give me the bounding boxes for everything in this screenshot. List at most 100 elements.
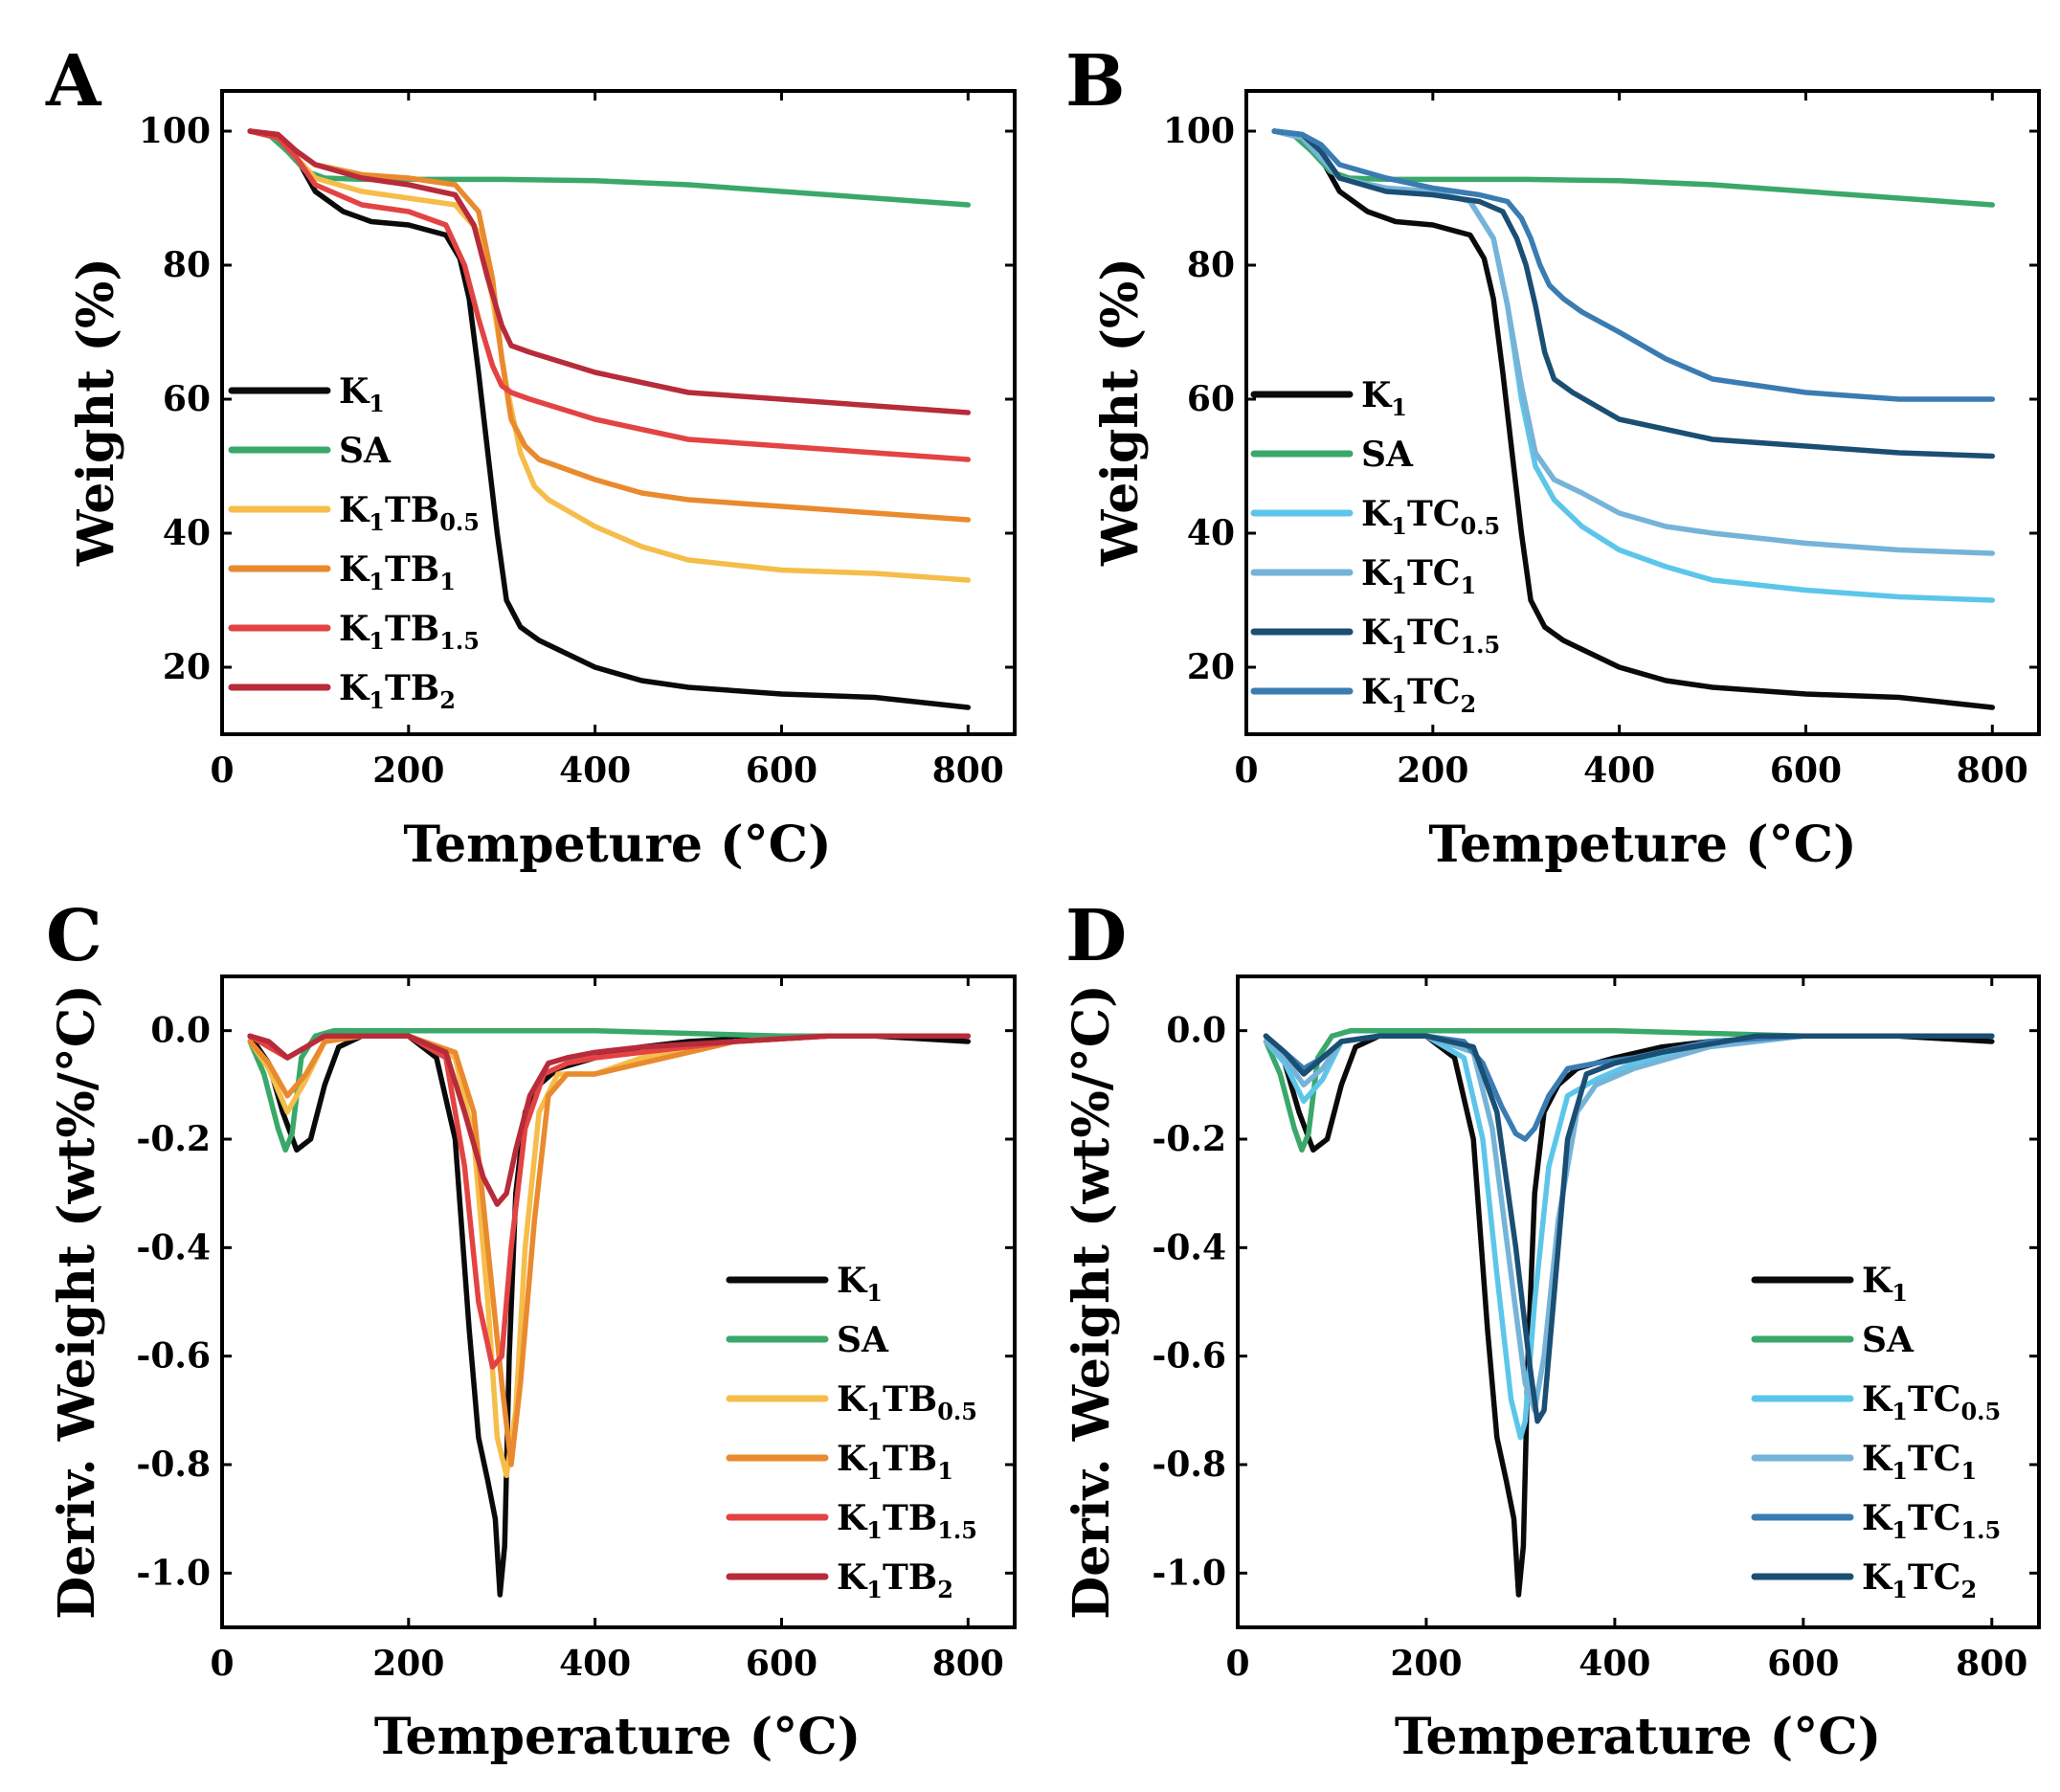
- x-tick-label-C-2: 400: [559, 1644, 631, 1684]
- y-tick-label-C-4: -0.8: [136, 1445, 211, 1485]
- legend-label-B-5: K1TC2: [1361, 672, 1476, 718]
- panel-letter-B: B: [1065, 40, 1126, 123]
- y-tick-label-B-1: 40: [1187, 513, 1235, 553]
- legend-label-C-4: K1TB1.5: [837, 1498, 977, 1544]
- series-line-D-4: [1263, 1033, 1995, 1142]
- y-tick-label-B-2: 60: [1187, 379, 1235, 419]
- x-tick-label-A-0: 0: [210, 750, 234, 791]
- y-tick-label-C-1: -0.2: [136, 1119, 211, 1159]
- series-line-D-0: [1263, 1033, 1995, 1598]
- series-line-A-0: [247, 128, 972, 710]
- series-line-C-3: [247, 1033, 972, 1467]
- series-line-A-4: [247, 128, 972, 462]
- legend-label-C-3: K1TB1: [837, 1439, 953, 1485]
- legend-label-B-2: K1TC0.5: [1361, 494, 1500, 540]
- x-tick-label-B-4: 800: [1957, 750, 2028, 791]
- legend-label-A-2: K1TB0.5: [339, 490, 480, 536]
- legend-label-A-3: K1TB1: [339, 549, 456, 595]
- axes-frame-D: [1236, 974, 2041, 1629]
- x-tick-label-D-2: 400: [1579, 1644, 1650, 1684]
- y-tick-label-C-5: -1.0: [136, 1553, 211, 1593]
- series-line-D-1: [1263, 1027, 1995, 1154]
- panel-B: B 0 200 400 600 800 20 40 60 80 100 Tempeture (°C) W…: [1065, 40, 2041, 874]
- y-tick-label-A-3: 80: [163, 245, 211, 285]
- legend-C: K1 SA K1TB0.5 K1TB1 K1TB1.5 K1TB2: [726, 1261, 977, 1603]
- y-tick-label-B-3: 80: [1187, 245, 1235, 285]
- x-axis-label-A: Tempeture (°C): [403, 816, 831, 874]
- x-tick-label-A-3: 600: [746, 750, 817, 791]
- panel-letter-A: A: [45, 40, 102, 123]
- legend-label-D-0: K1: [1862, 1261, 1908, 1307]
- y-tick-label-D-0: 0.0: [1166, 1011, 1226, 1051]
- x-tick-label-D-4: 800: [1956, 1644, 2027, 1684]
- legend-label-C-2: K1TB0.5: [837, 1379, 977, 1425]
- y-tick-label-D-5: -1.0: [1152, 1553, 1226, 1593]
- panel-letter-C: C: [46, 895, 102, 977]
- y-tick-label-C-3: -0.6: [136, 1336, 211, 1377]
- x-tick-label-A-2: 400: [559, 750, 631, 791]
- legend-B: K1 SA K1TC0.5 K1TC1 K1TC1.5 K1TC2: [1250, 375, 1500, 718]
- x-tick-label-B-2: 400: [1583, 750, 1655, 791]
- x-tick-label-C-3: 600: [746, 1644, 817, 1684]
- legend-label-B-3: K1TC1: [1361, 553, 1476, 599]
- y-axis-label-B: Weight (%): [1091, 258, 1150, 567]
- y-axis-label-C: Deriv. Weight (wt%/°C): [48, 984, 106, 1620]
- legend-label-A-5: K1TB2: [339, 668, 456, 714]
- series-line-B-5: [1271, 128, 1996, 402]
- y-tick-label-D-1: -0.2: [1152, 1119, 1226, 1159]
- series-line-C-0: [247, 1033, 972, 1598]
- panel-letter-D: D: [1065, 895, 1127, 977]
- y-tick-label-D-3: -0.6: [1152, 1336, 1226, 1377]
- y-tick-label-B-4: 100: [1163, 111, 1235, 151]
- legend-label-C-5: K1TB2: [837, 1557, 953, 1603]
- legend-label-A-0: K1: [339, 371, 385, 417]
- legend-D: K1 SA K1TC0.5 K1TC1 K1TC1.5 K1TC2: [1751, 1261, 2001, 1603]
- legend-label-A-4: K1TB1.5: [339, 609, 480, 655]
- series-line-B-4: [1271, 128, 1996, 459]
- y-tick-label-A-1: 40: [163, 513, 211, 553]
- x-tick-label-B-3: 600: [1770, 750, 1842, 791]
- y-tick-label-A-4: 100: [139, 111, 211, 151]
- series-line-D-5: [1263, 1033, 1995, 1424]
- x-tick-label-D-0: 0: [1225, 1644, 1249, 1684]
- y-tick-label-C-0: 0.0: [150, 1011, 211, 1051]
- y-tick-label-D-2: -0.4: [1152, 1227, 1226, 1267]
- y-tick-label-D-4: -0.8: [1152, 1445, 1226, 1485]
- legend-label-B-1: SA: [1361, 435, 1414, 475]
- panel-C: C 0 200 400 600 800 0.0 -0.2 -0.4 -0.6 -0.8 -1.0 Tem…: [46, 895, 1017, 1766]
- panel-D: D 0 200 400 600 800 0.0 -0.2 -0.4 -0.6 -0.8 -1.0 Tem…: [1063, 895, 2041, 1766]
- legend-label-C-1: SA: [837, 1320, 889, 1360]
- x-axis-label-B: Tempeture (°C): [1428, 816, 1856, 874]
- legend-label-D-3: K1TC1: [1862, 1439, 1977, 1485]
- series-line-D-3: [1263, 1033, 1995, 1414]
- legend-label-A-1: SA: [339, 431, 392, 471]
- series-line-C-4: [247, 1033, 972, 1370]
- x-tick-label-C-0: 0: [210, 1644, 234, 1684]
- x-tick-label-A-1: 200: [372, 750, 444, 791]
- legend-label-D-4: K1TC1.5: [1862, 1498, 2001, 1544]
- legend-label-D-1: SA: [1862, 1320, 1914, 1360]
- panel-A: A 0 200 400 600 800 20 40 60 80 100 Tempeture (°C) W…: [45, 40, 1017, 874]
- legend-A: K1 SA K1TB0.5 K1TB1 K1TB1.5 K1TB2: [228, 371, 480, 714]
- x-axis-label-C: Temperature (°C): [374, 1708, 861, 1766]
- y-tick-label-B-0: 20: [1187, 647, 1235, 687]
- x-tick-label-B-1: 200: [1397, 750, 1468, 791]
- y-tick-label-A-2: 60: [163, 379, 211, 419]
- x-tick-label-A-4: 800: [932, 750, 1004, 791]
- series-line-D-2: [1263, 1033, 1995, 1441]
- legend-label-B-4: K1TC1.5: [1361, 613, 1500, 659]
- x-tick-label-D-3: 600: [1767, 1644, 1839, 1684]
- x-tick-label-D-1: 200: [1390, 1644, 1462, 1684]
- x-tick-label-C-1: 200: [372, 1644, 444, 1684]
- legend-label-C-0: K1: [837, 1261, 883, 1307]
- axes-frame-B: [1244, 89, 2041, 736]
- series-line-C-5: [247, 1033, 972, 1207]
- legend-label-B-0: K1: [1361, 375, 1407, 421]
- y-axis-label-A: Weight (%): [67, 258, 125, 567]
- series-line-B-1: [1271, 128, 1996, 208]
- axes-frame-A: [220, 89, 1017, 736]
- x-tick-label-C-4: 800: [932, 1644, 1004, 1684]
- series-line-A-1: [247, 128, 972, 208]
- legend-label-D-2: K1TC0.5: [1862, 1379, 2001, 1425]
